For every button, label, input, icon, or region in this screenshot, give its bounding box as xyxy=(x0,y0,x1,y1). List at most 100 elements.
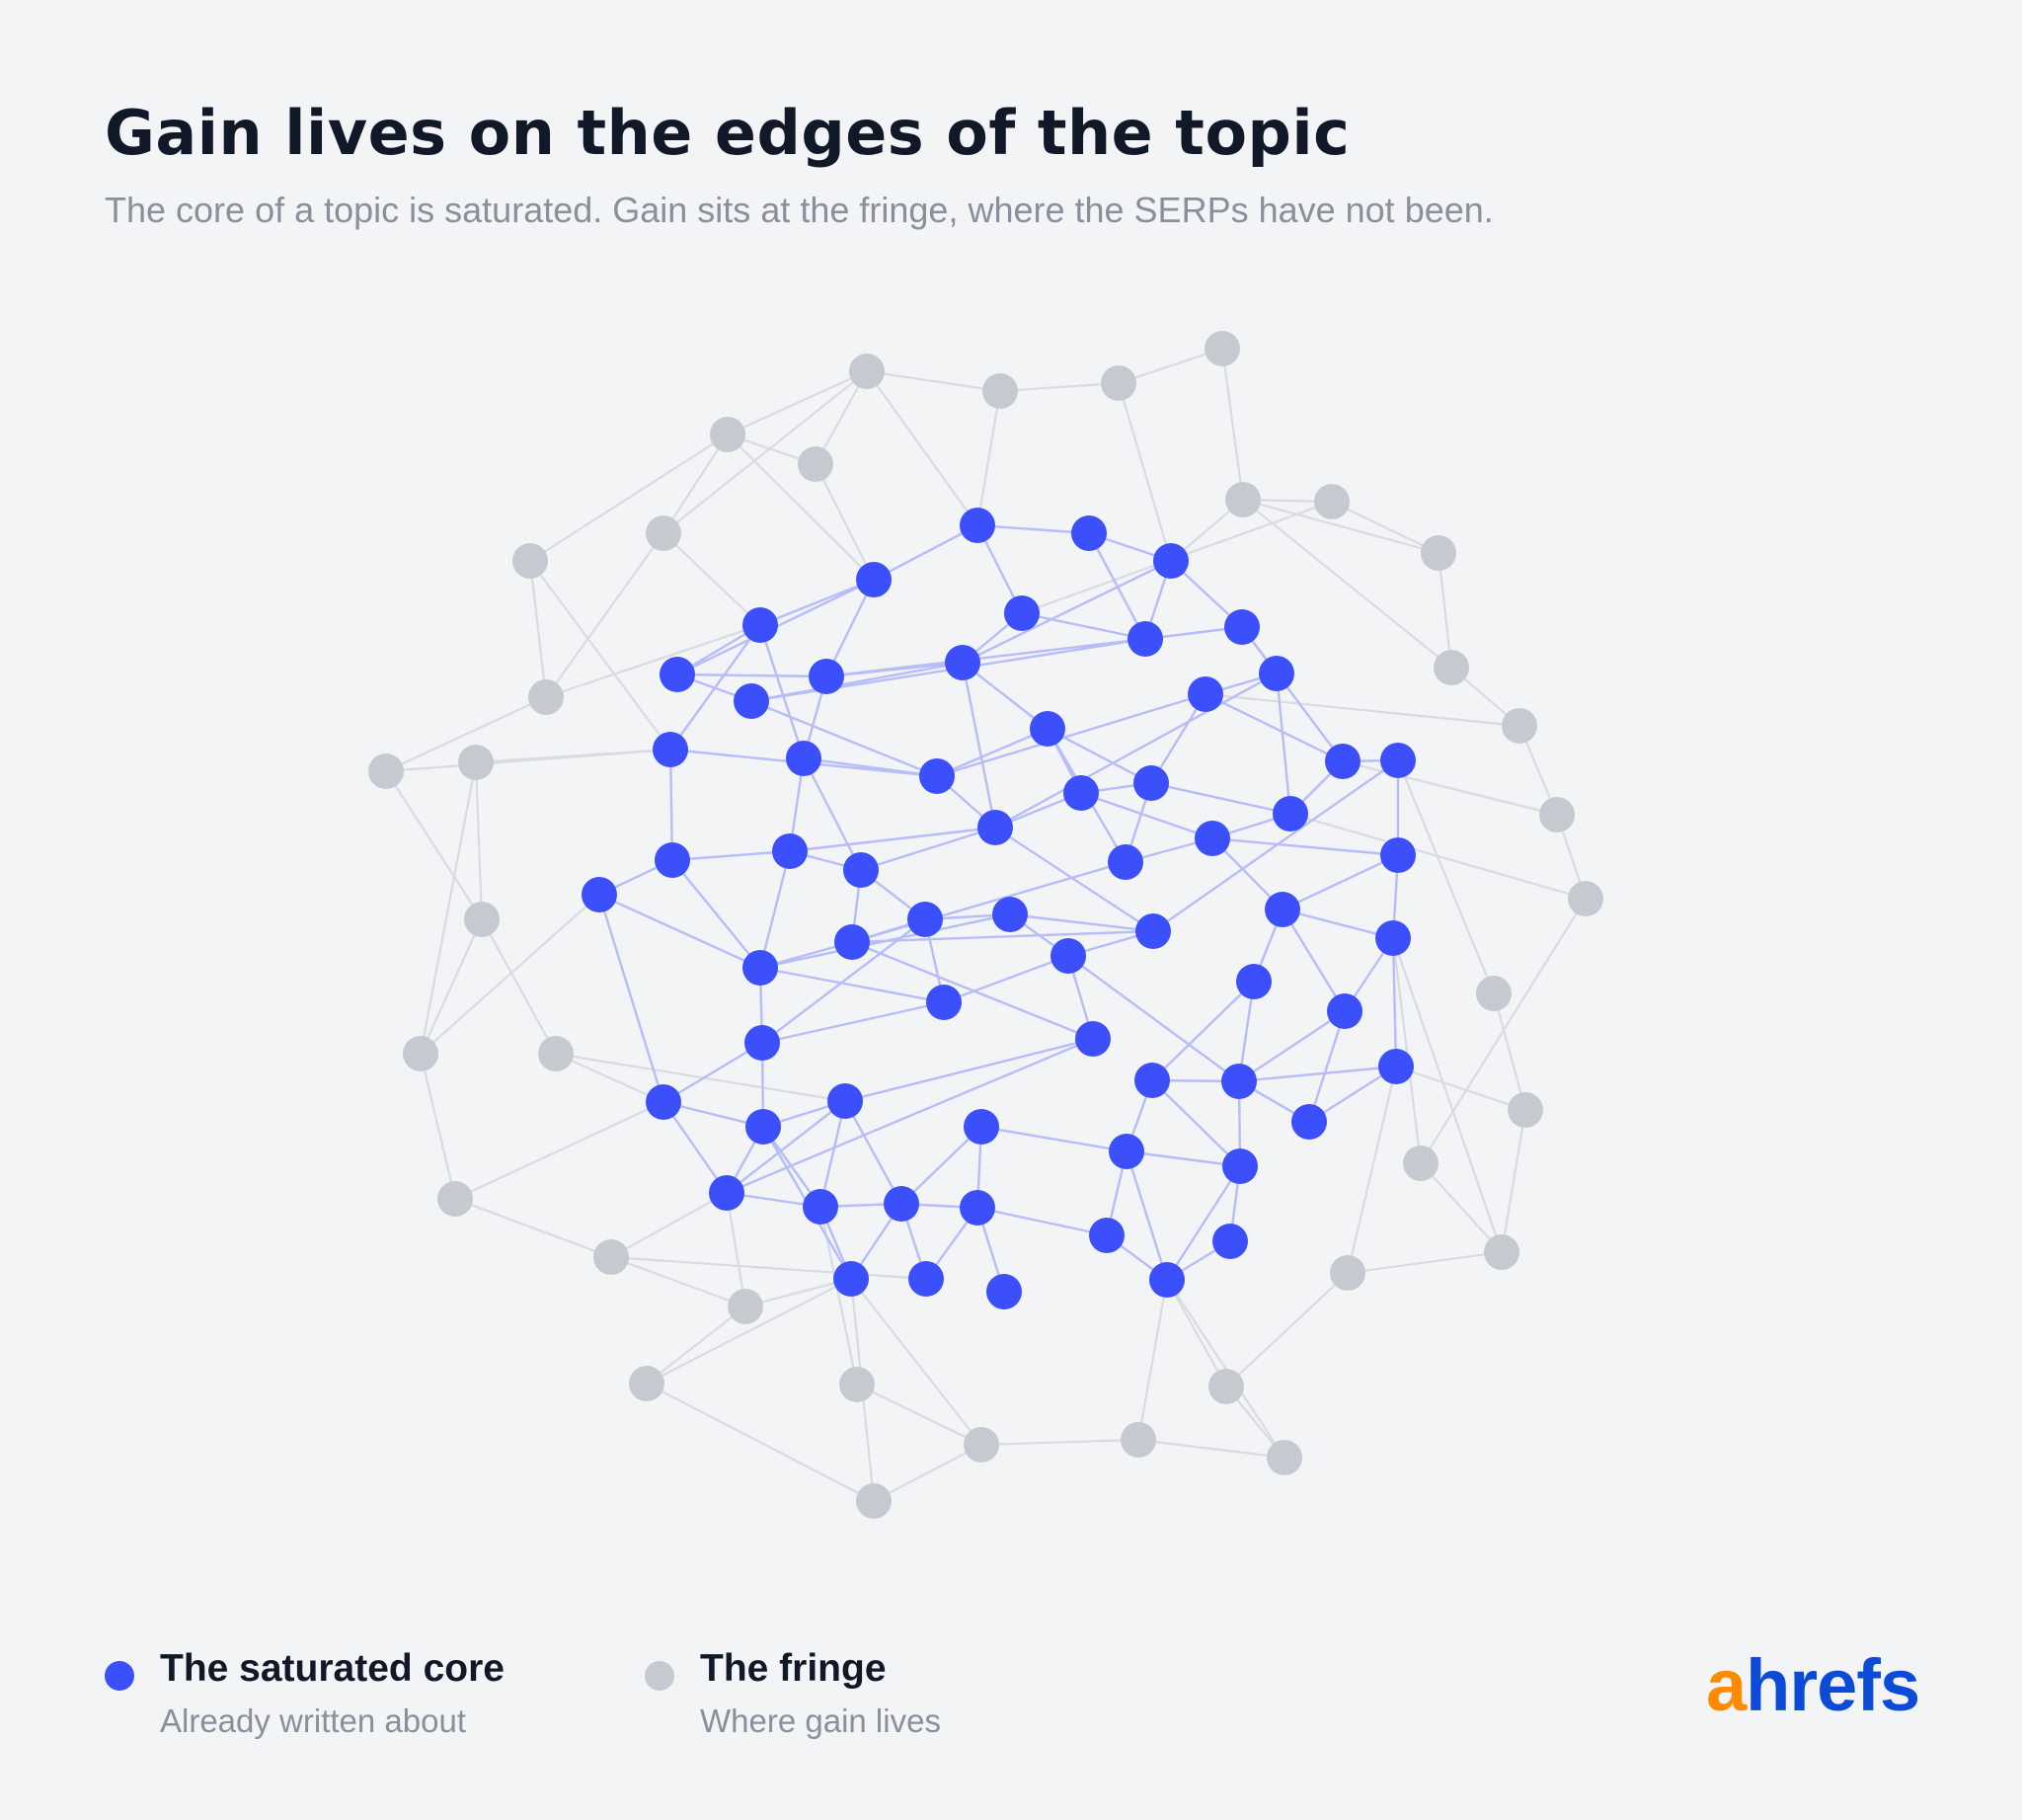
fringe-node xyxy=(1434,650,1469,685)
core-node xyxy=(1133,765,1169,801)
fringe-edge xyxy=(815,463,875,581)
legend-fringe-sublabel: Where gain lives xyxy=(700,1702,941,1739)
core-edge xyxy=(726,1037,1094,1195)
core-edge xyxy=(994,826,1154,933)
fringe-edge xyxy=(873,1444,982,1502)
core-edge xyxy=(761,1000,945,1045)
core-node xyxy=(742,950,778,986)
core-node xyxy=(1108,844,1143,880)
core-node xyxy=(1149,1262,1185,1298)
core-edge xyxy=(1152,759,1399,932)
core-edge xyxy=(976,1206,1108,1237)
fringe-node xyxy=(538,1036,574,1071)
fringe-edge xyxy=(980,1438,1139,1447)
core-node xyxy=(1109,1134,1144,1169)
core-node xyxy=(1291,1104,1327,1140)
core-edge xyxy=(759,912,1011,970)
core-edge xyxy=(962,559,1172,665)
core-node xyxy=(1259,656,1294,691)
core-edge xyxy=(900,1126,982,1205)
fringe-node xyxy=(464,902,500,937)
fringe-edge xyxy=(1500,1109,1527,1253)
fringe-edge xyxy=(1391,937,1423,1164)
core-edge xyxy=(1241,626,1344,762)
fringe-node xyxy=(403,1036,438,1071)
core-edge xyxy=(676,673,827,678)
core-node xyxy=(1134,1063,1170,1098)
core-edge xyxy=(936,692,1206,778)
fringe-edge xyxy=(662,434,729,534)
fringe-edge xyxy=(1137,1438,1285,1460)
fringe-edge xyxy=(419,918,484,1055)
page-title: Gain lives on the edges of the topic xyxy=(105,97,1351,169)
core-node xyxy=(809,659,844,694)
core-node xyxy=(1273,796,1308,831)
core-node xyxy=(1089,1218,1125,1253)
fringe-node xyxy=(1476,976,1512,1011)
core-edge xyxy=(1009,912,1154,933)
fringe-edge xyxy=(725,1192,747,1307)
core-node xyxy=(884,1186,919,1222)
core-edge xyxy=(668,749,674,861)
fringe-edge xyxy=(662,532,761,626)
core-node xyxy=(1004,595,1040,631)
fringe-edge xyxy=(1118,347,1223,385)
fringe-node xyxy=(1568,881,1603,916)
fringe-node xyxy=(728,1289,763,1324)
fringe-edge xyxy=(727,434,875,581)
fringe-edge xyxy=(528,560,548,698)
fringe-node xyxy=(1205,331,1240,366)
core-node xyxy=(786,741,821,776)
core-edge xyxy=(936,727,1049,778)
core-node xyxy=(744,1025,780,1061)
core-edge xyxy=(1391,937,1398,1068)
core-node xyxy=(843,852,879,888)
fringe-node xyxy=(512,543,548,579)
core-edge xyxy=(1047,727,1152,785)
fringe-edge xyxy=(1242,498,1439,555)
core-node xyxy=(1378,1049,1414,1084)
core-edge xyxy=(844,1037,1094,1103)
core-edge xyxy=(802,757,863,871)
fringe-edge xyxy=(1242,499,1452,669)
fringe-edge xyxy=(1391,937,1504,1253)
core-node xyxy=(1212,1224,1248,1259)
fringe-edge xyxy=(419,761,478,1055)
core-node xyxy=(908,1261,944,1297)
fringe-edge xyxy=(1225,1272,1349,1387)
fringe-edge xyxy=(474,761,484,920)
fringe-node xyxy=(1314,484,1350,519)
fringe-edge xyxy=(744,1277,852,1308)
core-edge xyxy=(943,954,1069,1004)
fringe-node xyxy=(437,1181,473,1217)
core-node xyxy=(945,645,980,680)
core-edge xyxy=(825,661,964,678)
fringe-edge xyxy=(1342,759,1558,817)
core-edge xyxy=(598,893,761,970)
core-edge xyxy=(1080,791,1213,840)
core-edge xyxy=(1125,1150,1169,1281)
core-edge xyxy=(1238,1065,1397,1083)
fringe-edge xyxy=(1205,692,1520,728)
fringe-edge xyxy=(529,434,729,562)
page-subtitle: The core of a topic is saturated. Gain s… xyxy=(105,190,1494,230)
core-edge xyxy=(1275,673,1292,815)
core-edge xyxy=(961,662,997,829)
fringe-edge xyxy=(850,1278,982,1446)
fringe-node xyxy=(1121,1422,1156,1458)
core-node xyxy=(926,985,962,1020)
core-node xyxy=(1236,964,1272,999)
fringe-edge xyxy=(420,894,600,1055)
fringe-edge xyxy=(385,696,547,772)
fringe-node xyxy=(798,446,833,482)
fringe-node xyxy=(528,679,564,715)
core-edge xyxy=(671,859,761,969)
core-node xyxy=(745,1109,781,1145)
core-node xyxy=(1063,775,1099,811)
fringe-node xyxy=(710,417,745,452)
fringe-edge xyxy=(1396,759,1496,994)
fringe-edge xyxy=(610,1192,728,1258)
core-node xyxy=(1221,1064,1257,1099)
fringe-edge xyxy=(481,918,557,1055)
